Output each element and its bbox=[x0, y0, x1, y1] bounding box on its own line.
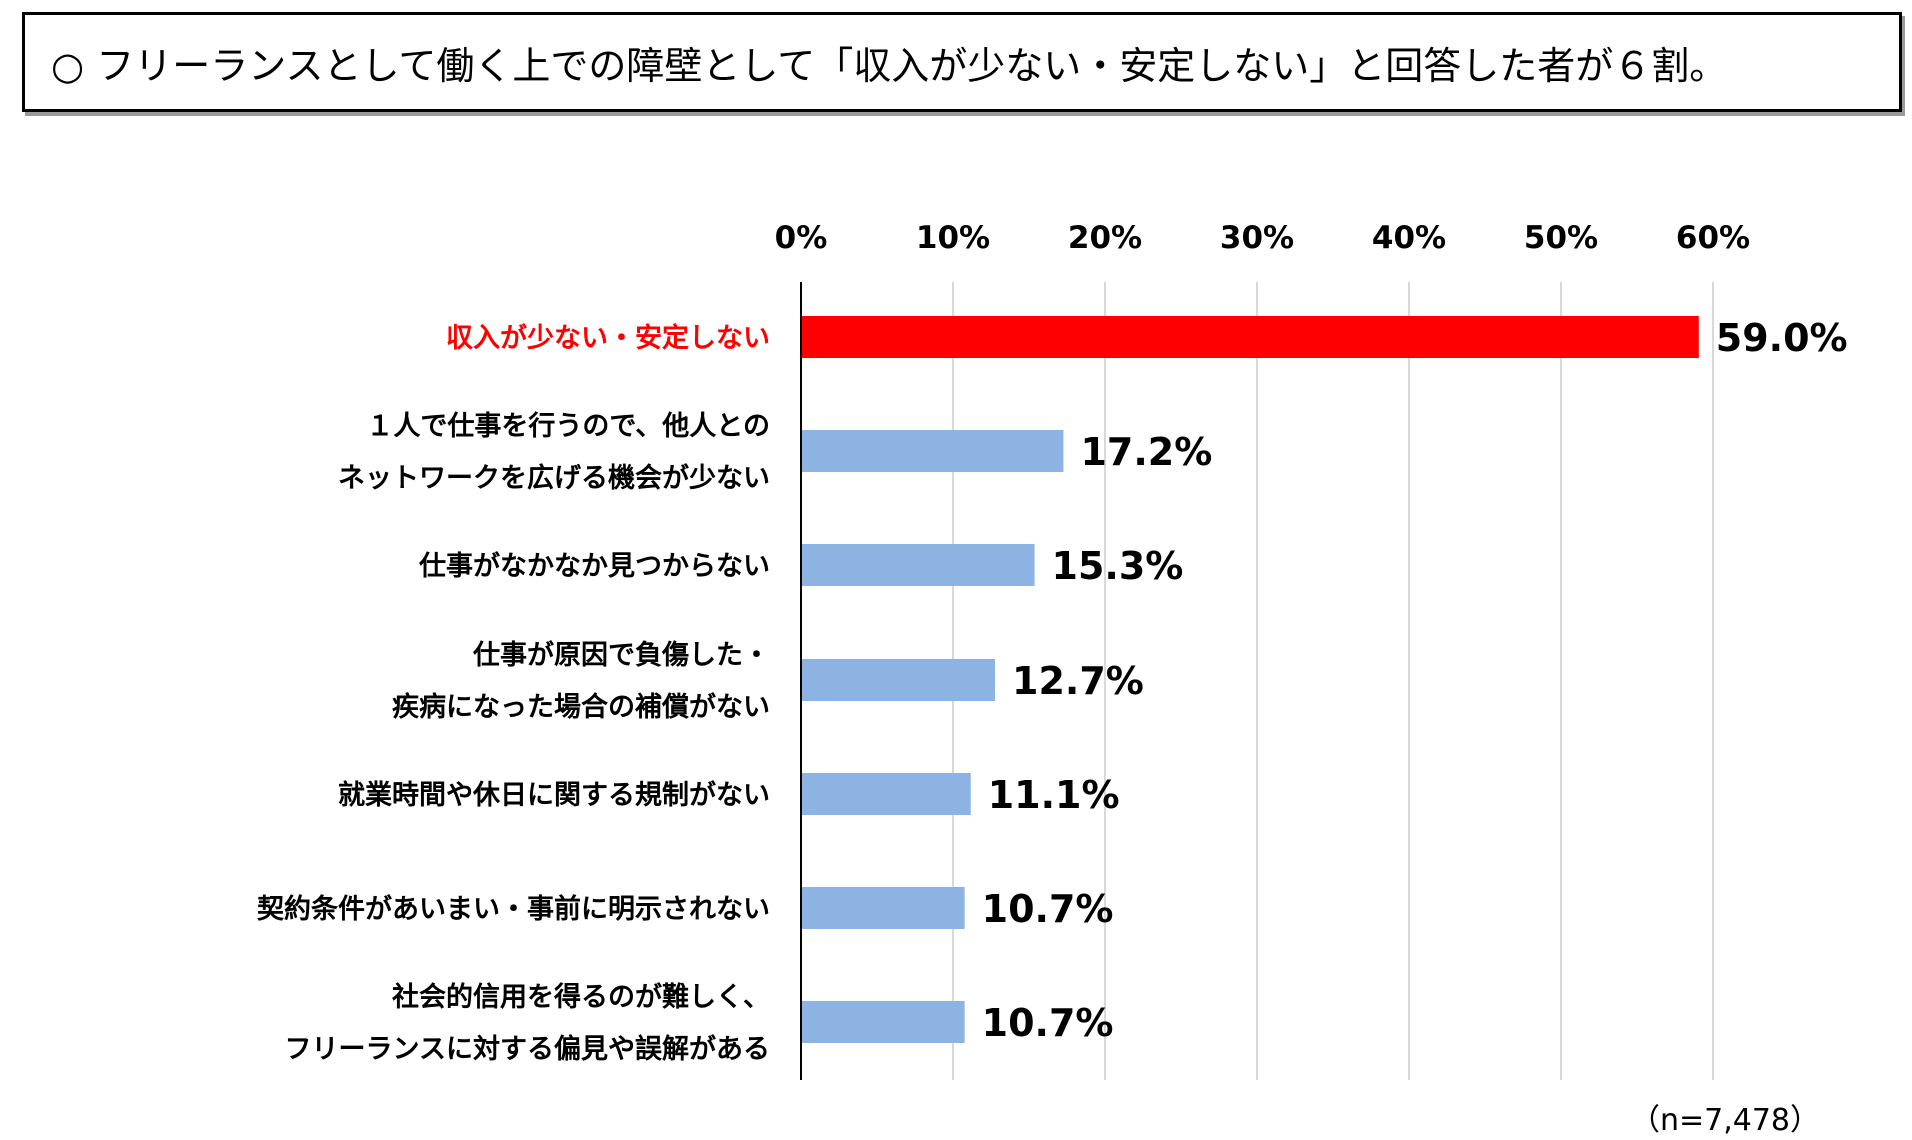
value-label: 12.7% bbox=[1012, 659, 1144, 703]
category-label: 就業時間や休日に関する規制がない bbox=[338, 779, 770, 811]
value-label: 15.3% bbox=[1052, 544, 1184, 588]
value-label: 11.1% bbox=[988, 773, 1120, 817]
category-label: ネットワークを広げる機会が少ない bbox=[338, 462, 770, 494]
title-box: ○ フリーランスとして働く上での障壁として「収入が少ない・安定しない」と回答した… bbox=[22, 12, 1902, 112]
value-label: 17.2% bbox=[1080, 430, 1212, 474]
x-tick-label: 20% bbox=[1068, 220, 1142, 256]
value-label: 59.0% bbox=[1716, 316, 1848, 360]
bar bbox=[802, 887, 965, 929]
category-label: 社会的信用を得るのが難しく、 bbox=[392, 981, 770, 1013]
x-tick-label: 30% bbox=[1220, 220, 1294, 256]
category-label: フリーランスに対する偏見や誤解がある bbox=[285, 1033, 770, 1065]
bar bbox=[802, 659, 996, 701]
bar bbox=[802, 316, 1699, 358]
value-label: 10.7% bbox=[982, 887, 1114, 931]
bar bbox=[802, 430, 1064, 472]
category-label: 契約条件があいまい・事前に明示されない bbox=[257, 893, 770, 925]
x-tick-label: 10% bbox=[916, 220, 990, 256]
page-title: ○ フリーランスとして働く上での障壁として「収入が少ない・安定しない」と回答した… bbox=[51, 43, 1728, 88]
category-label: 仕事が原因で負傷した・ bbox=[472, 639, 770, 671]
value-label: 10.7% bbox=[982, 1001, 1114, 1045]
category-label: １人で仕事を行うので、他人との bbox=[366, 410, 770, 442]
category-label: 疾病になった場合の補償がない bbox=[392, 691, 770, 723]
bar bbox=[802, 773, 971, 815]
category-label: 仕事がなかなか見つからない bbox=[418, 550, 770, 582]
x-tick-label: 60% bbox=[1676, 220, 1750, 256]
sample-size-note: （n=7,478） bbox=[1629, 1103, 1820, 1138]
x-tick-label: 50% bbox=[1524, 220, 1598, 256]
x-tick-label: 0% bbox=[775, 220, 828, 256]
x-tick-label: 40% bbox=[1372, 220, 1446, 256]
category-label: 収入が少ない・安定しない bbox=[446, 322, 770, 354]
bar bbox=[802, 544, 1035, 586]
bar bbox=[802, 1001, 965, 1043]
